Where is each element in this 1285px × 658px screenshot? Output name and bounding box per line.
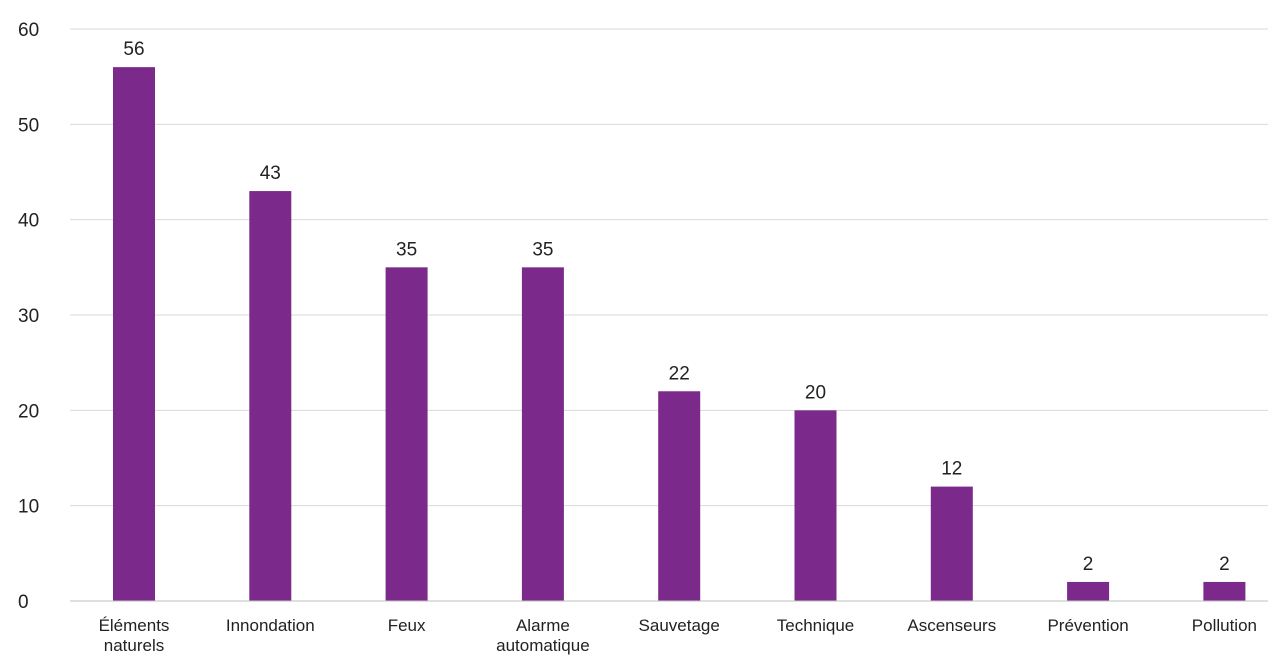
y-tick-label: 30 xyxy=(18,306,39,327)
bar xyxy=(249,191,292,602)
category-label: Sauvetage xyxy=(639,616,720,635)
bar-value-label: 35 xyxy=(396,239,417,260)
bar xyxy=(1203,581,1246,601)
bar xyxy=(385,267,428,601)
y-tick-label: 40 xyxy=(18,211,39,232)
category-label: Innondation xyxy=(226,616,315,635)
bar-value-label: 35 xyxy=(532,239,553,260)
category-label: Éléments xyxy=(99,616,170,635)
bar xyxy=(521,267,564,601)
y-tick-label: 10 xyxy=(18,497,39,518)
y-axis-tick-labels: 0 10 20 30 40 50 60 xyxy=(18,20,39,613)
category-label: Feux xyxy=(388,616,426,635)
y-tick-label: 20 xyxy=(18,401,39,422)
y-tick-label: 50 xyxy=(18,115,39,136)
bar xyxy=(794,410,837,601)
bars xyxy=(113,67,1246,602)
bar-value-label: 12 xyxy=(941,459,962,480)
category-label: Technique xyxy=(777,616,855,635)
category-label: automatique xyxy=(496,636,590,655)
y-tick-label: 0 xyxy=(18,592,29,613)
bar xyxy=(930,486,973,601)
bar-value-label: 20 xyxy=(805,382,826,403)
category-label: Pollution xyxy=(1192,616,1257,635)
bar xyxy=(113,67,155,602)
category-label: Alarme xyxy=(516,616,570,635)
bar xyxy=(1067,581,1110,601)
bar-value-label: 2 xyxy=(1083,554,1094,575)
bar-value-label: 56 xyxy=(123,39,144,60)
bar-value-label: 2 xyxy=(1219,554,1230,575)
bar xyxy=(658,391,701,601)
bar-value-label: 43 xyxy=(260,163,281,184)
category-label: Ascenseurs xyxy=(907,616,996,635)
category-label: Prévention xyxy=(1047,616,1128,635)
bar-value-label: 22 xyxy=(669,363,690,384)
y-tick-label: 60 xyxy=(18,20,39,41)
category-label: naturels xyxy=(104,636,164,655)
